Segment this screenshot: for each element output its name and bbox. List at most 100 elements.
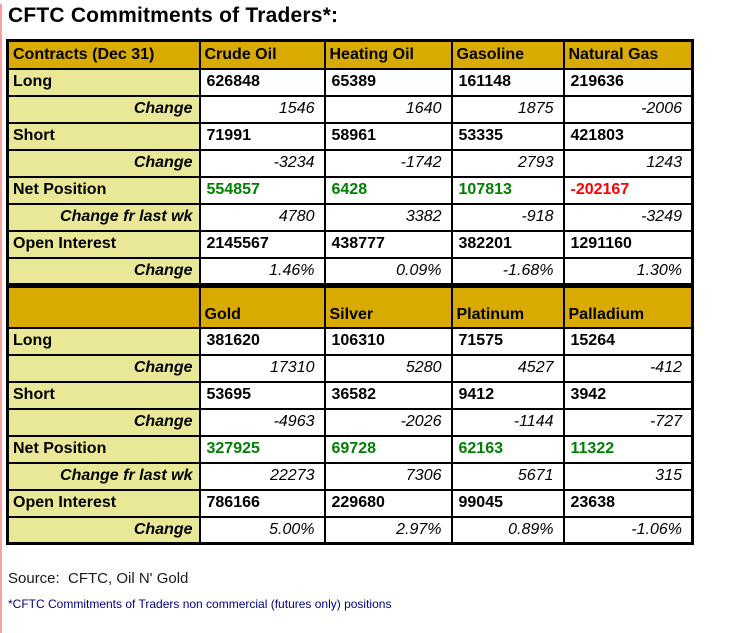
cell-value: 11322 bbox=[562, 434, 694, 464]
row-label: Change bbox=[6, 515, 201, 545]
column-header: Palladium bbox=[562, 285, 694, 329]
cell-value: 1640 bbox=[323, 94, 453, 124]
cell-value: 438777 bbox=[323, 229, 453, 259]
cell-value: 3942 bbox=[562, 380, 694, 410]
row-label: Short bbox=[6, 380, 201, 410]
column-header: Heating Oil bbox=[323, 39, 453, 70]
cell-value: 5.00% bbox=[198, 515, 326, 545]
cell-value: 22273 bbox=[198, 461, 326, 491]
column-header: Platinum bbox=[450, 285, 565, 329]
cell-value: 53695 bbox=[198, 380, 326, 410]
row-label: Change bbox=[6, 256, 201, 286]
row-label: Short bbox=[6, 121, 201, 151]
cell-value: 71991 bbox=[198, 121, 326, 151]
left-edge-stripe bbox=[0, 4, 2, 633]
table-row: Long 381620 106310 71575 15264 bbox=[6, 326, 694, 356]
cell-value: 4527 bbox=[450, 353, 565, 383]
cell-value: 0.89% bbox=[450, 515, 565, 545]
row-label: Net Position bbox=[6, 175, 201, 205]
cell-value: 1243 bbox=[562, 148, 694, 178]
cell-value: 107813 bbox=[450, 175, 565, 205]
table-row: Net Position 554857 6428 107813 -202167 bbox=[6, 175, 694, 205]
row-label: Change fr last wk bbox=[6, 461, 201, 491]
cell-value: 381620 bbox=[198, 326, 326, 356]
cell-value: 229680 bbox=[323, 488, 453, 518]
cell-value: 2145567 bbox=[198, 229, 326, 259]
table-row: Change 1.46% 0.09% -1.68% 1.30% bbox=[6, 256, 694, 286]
row-label: Change bbox=[6, 353, 201, 383]
cell-value: 17310 bbox=[198, 353, 326, 383]
row-label-column-header: Contracts (Dec 31) bbox=[6, 39, 201, 70]
table-row: Short 53695 36582 9412 3942 bbox=[6, 380, 694, 410]
cell-value: 2.97% bbox=[323, 515, 453, 545]
row-label: Net Position bbox=[6, 434, 201, 464]
table-row: Change -3234 -1742 2793 1243 bbox=[6, 148, 694, 178]
cell-value: 0.09% bbox=[323, 256, 453, 286]
cell-value: 1291160 bbox=[562, 229, 694, 259]
cell-value: 6428 bbox=[323, 175, 453, 205]
cell-value: 36582 bbox=[323, 380, 453, 410]
energy-contracts-table: Contracts (Dec 31) Crude Oil Heating Oil Ga… bbox=[6, 39, 694, 286]
cell-value: -3249 bbox=[562, 202, 694, 232]
cell-value: 9412 bbox=[450, 380, 565, 410]
table-row: Change 1546 1640 1875 -2006 bbox=[6, 94, 694, 124]
table-row: Net Position 327925 69728 62163 11322 bbox=[6, 434, 694, 464]
cell-value: -727 bbox=[562, 407, 694, 437]
table-row: Change 5.00% 2.97% 0.89% -1.06% bbox=[6, 515, 694, 545]
cell-value: 58961 bbox=[323, 121, 453, 151]
cell-value: 786166 bbox=[198, 488, 326, 518]
row-label: Open Interest bbox=[6, 229, 201, 259]
cell-value: 421803 bbox=[562, 121, 694, 151]
cell-value: 7306 bbox=[323, 461, 453, 491]
table-row: Short 71991 58961 53335 421803 bbox=[6, 121, 694, 151]
cell-value: 69728 bbox=[323, 434, 453, 464]
row-label: Long bbox=[6, 67, 201, 97]
cell-value: 554857 bbox=[198, 175, 326, 205]
row-label: Change bbox=[6, 94, 201, 124]
footnote-line: *CFTC Commitments of Traders non commerc… bbox=[8, 597, 392, 611]
cell-value: -202167 bbox=[562, 175, 694, 205]
table-row: Change fr last wk 4780 3382 -918 -3249 bbox=[6, 202, 694, 232]
cell-value: 327925 bbox=[198, 434, 326, 464]
cell-value: -918 bbox=[450, 202, 565, 232]
cell-value: 4780 bbox=[198, 202, 326, 232]
cell-value: -4963 bbox=[198, 407, 326, 437]
table-row: Change 17310 5280 4527 -412 bbox=[6, 353, 694, 383]
page-title: CFTC Commitments of Traders*: bbox=[8, 4, 339, 27]
cell-value: 626848 bbox=[198, 67, 326, 97]
cell-value: 23638 bbox=[562, 488, 694, 518]
metals-contracts-table: Gold Silver Platinum Palladium Long 381620 106… bbox=[6, 285, 694, 545]
column-header: Crude Oil bbox=[198, 39, 326, 70]
cell-value: 2793 bbox=[450, 148, 565, 178]
column-header: Silver bbox=[323, 285, 453, 329]
row-label-column-header bbox=[6, 285, 201, 329]
cell-value: 62163 bbox=[450, 434, 565, 464]
row-label: Change bbox=[6, 407, 201, 437]
cell-value: 53335 bbox=[450, 121, 565, 151]
cell-value: -3234 bbox=[198, 148, 326, 178]
cell-value: 219636 bbox=[562, 67, 694, 97]
cell-value: 382201 bbox=[450, 229, 565, 259]
cell-value: -1742 bbox=[323, 148, 453, 178]
column-header: Gold bbox=[198, 285, 326, 329]
column-header: Natural Gas bbox=[562, 39, 694, 70]
header-row: Gold Silver Platinum Palladium bbox=[6, 285, 694, 329]
row-label: Change fr last wk bbox=[6, 202, 201, 232]
cell-value: -2026 bbox=[323, 407, 453, 437]
cell-value: 1.30% bbox=[562, 256, 694, 286]
cell-value: -1144 bbox=[450, 407, 565, 437]
cell-value: 65389 bbox=[323, 67, 453, 97]
cell-value: 71575 bbox=[450, 326, 565, 356]
row-label: Long bbox=[6, 326, 201, 356]
header-row: Contracts (Dec 31) Crude Oil Heating Oil Ga… bbox=[6, 39, 694, 70]
row-label: Change bbox=[6, 148, 201, 178]
cell-value: -1.68% bbox=[450, 256, 565, 286]
cell-value: 1875 bbox=[450, 94, 565, 124]
source-line: Source: CFTC, Oil N' Gold bbox=[8, 570, 189, 587]
column-header: Gasoline bbox=[450, 39, 565, 70]
table-row: Change -4963 -2026 -1144 -727 bbox=[6, 407, 694, 437]
cell-value: 161148 bbox=[450, 67, 565, 97]
cell-value: 1546 bbox=[198, 94, 326, 124]
row-label: Open Interest bbox=[6, 488, 201, 518]
cell-value: -1.06% bbox=[562, 515, 694, 545]
